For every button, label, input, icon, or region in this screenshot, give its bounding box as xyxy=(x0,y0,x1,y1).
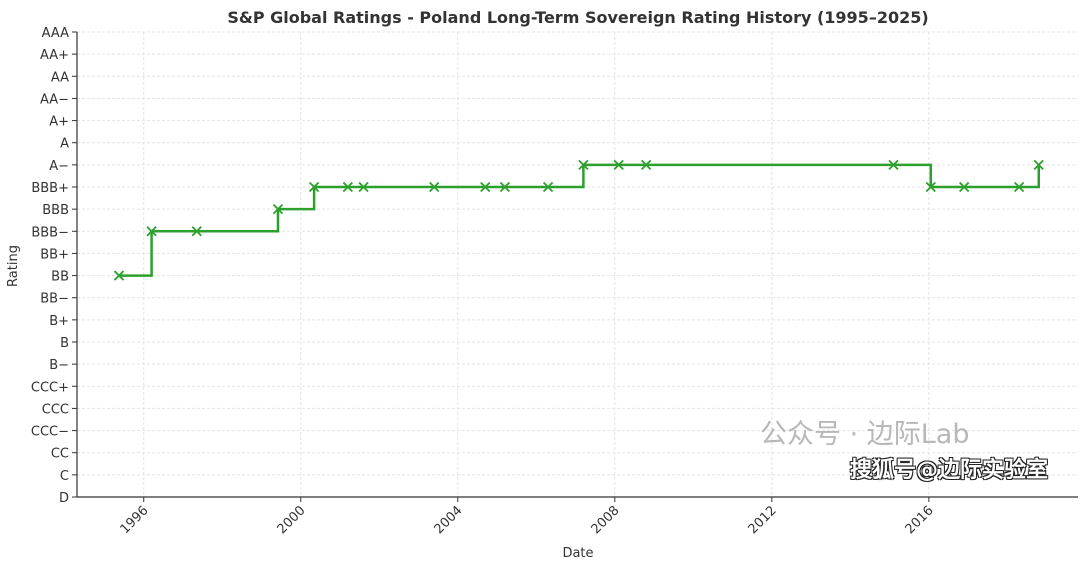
y-tick-label: B xyxy=(60,336,69,351)
y-tick-label: AA+ xyxy=(40,48,69,63)
data-point-marker xyxy=(641,159,652,170)
y-tick-label: CCC+ xyxy=(31,380,69,395)
x-tick-label: 2016 xyxy=(903,503,937,537)
data-point-marker xyxy=(272,204,284,215)
data-point-marker xyxy=(146,226,157,237)
watermark-wechat: 公众号 · 边际Lab xyxy=(760,419,970,450)
y-tick-label: B− xyxy=(49,358,69,373)
data-point-marker xyxy=(888,159,899,170)
y-tick-label: A xyxy=(60,137,69,152)
y-tick-label: A− xyxy=(49,159,69,174)
data-point-marker xyxy=(342,181,353,193)
y-tick-label: C xyxy=(60,469,69,484)
data-point-marker xyxy=(480,181,491,193)
series xyxy=(113,159,1044,281)
y-tick-label: A+ xyxy=(49,115,69,130)
data-point-marker xyxy=(113,270,125,281)
y-tick-label: BB+ xyxy=(40,247,69,262)
y-tick-label: BB xyxy=(51,270,69,285)
y-tick-label: CCC− xyxy=(31,425,69,440)
watermark-sohu: 搜狐号@边际实验室 xyxy=(850,458,1049,483)
y-tick-label: AA xyxy=(51,70,69,85)
y-axis-label: Rating xyxy=(6,245,21,287)
x-tick-label: 2000 xyxy=(275,503,309,537)
y-tick-label: D xyxy=(59,491,69,506)
data-point-marker xyxy=(191,226,202,237)
y-tick-label: BBB xyxy=(42,203,69,218)
data-point-marker xyxy=(308,181,320,193)
y-tick-label: CCC xyxy=(42,402,69,417)
data-point-marker xyxy=(499,181,511,193)
tick-labels: DCCCCCC−CCCCCC+B−BB+BB−BBBB+BBB−BBBBBB+A… xyxy=(31,26,937,537)
y-tick-label: B+ xyxy=(49,314,69,329)
data-point-marker xyxy=(613,159,624,170)
rating-step-line xyxy=(119,163,1040,277)
data-point-marker xyxy=(542,181,554,193)
axes xyxy=(72,31,1078,502)
data-point-marker xyxy=(959,181,970,193)
data-point-marker xyxy=(1013,181,1025,193)
x-tick-label: 1996 xyxy=(118,503,152,537)
chart-title: S&P Global Ratings - Poland Long-Term So… xyxy=(227,8,928,27)
x-axis-label: Date xyxy=(562,546,593,561)
grid xyxy=(77,31,1078,498)
data-point-marker xyxy=(1033,159,1044,170)
data-point-marker xyxy=(925,181,936,193)
x-tick-label: 2012 xyxy=(746,503,780,537)
x-tick-label: 2008 xyxy=(589,503,623,537)
y-tick-label: BBB+ xyxy=(31,181,69,196)
y-tick-label: BBB− xyxy=(31,225,69,240)
data-point-marker xyxy=(578,159,589,170)
x-tick-label: 2004 xyxy=(432,503,466,537)
y-tick-label: BB− xyxy=(40,292,69,307)
y-tick-label: AA− xyxy=(40,92,69,107)
y-tick-label: CC xyxy=(51,447,69,462)
y-tick-label: AAA xyxy=(42,26,70,41)
data-point-marker xyxy=(358,181,369,193)
data-point-marker xyxy=(429,181,440,193)
